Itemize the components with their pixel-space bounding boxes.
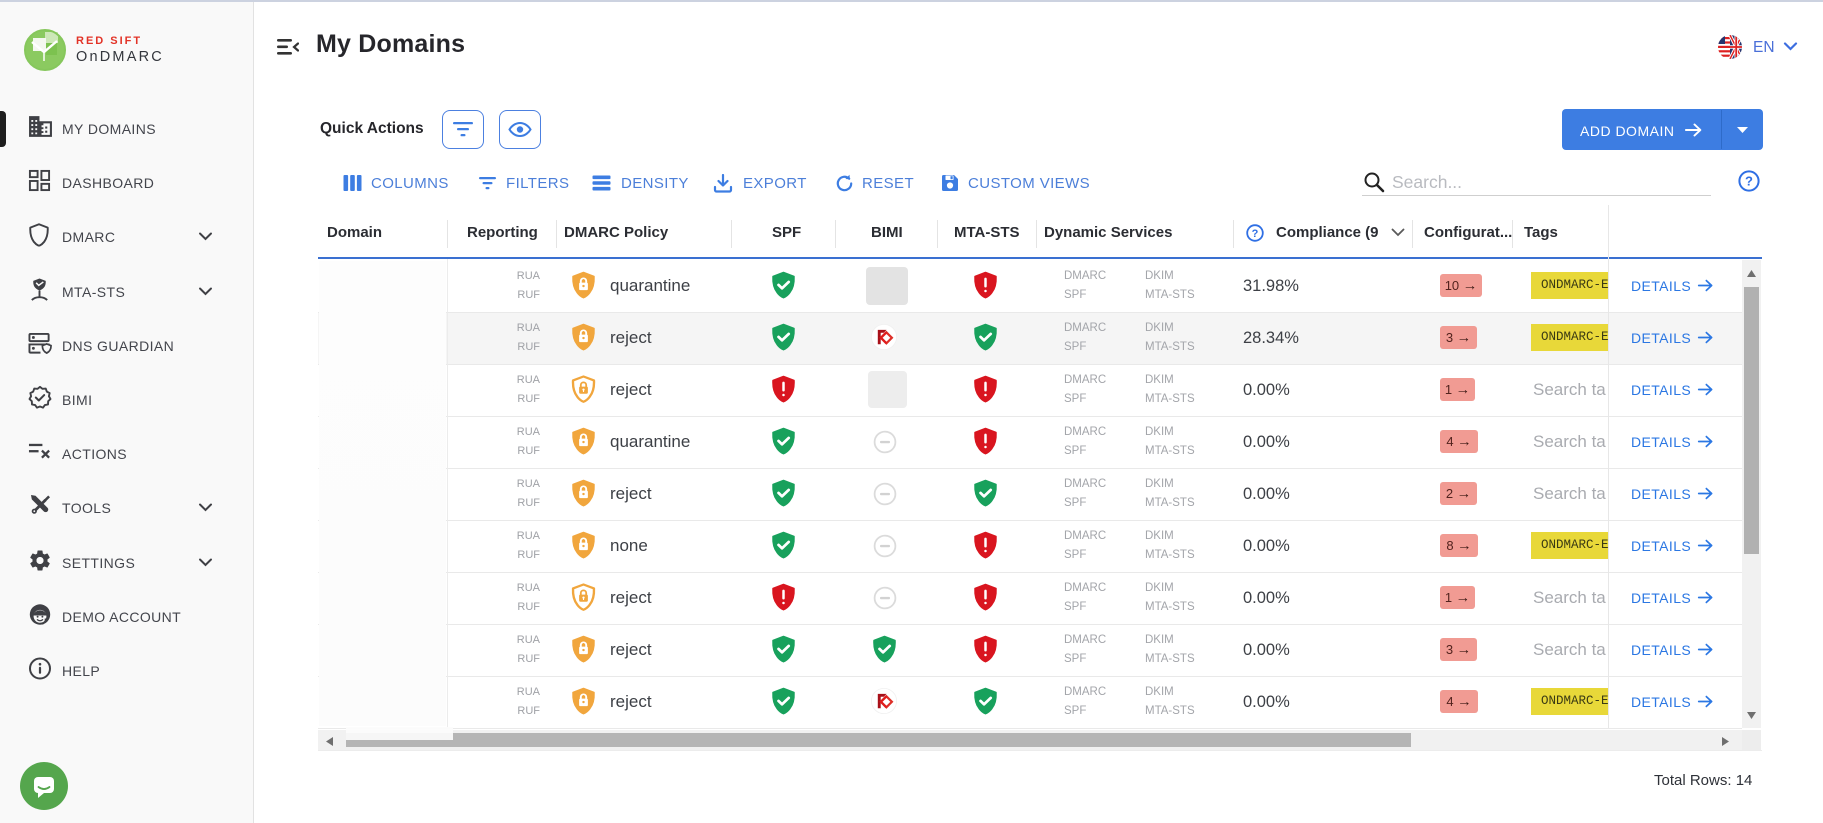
svg-text:?: ? <box>1745 174 1753 189</box>
svg-text:?: ? <box>1252 228 1259 240</box>
